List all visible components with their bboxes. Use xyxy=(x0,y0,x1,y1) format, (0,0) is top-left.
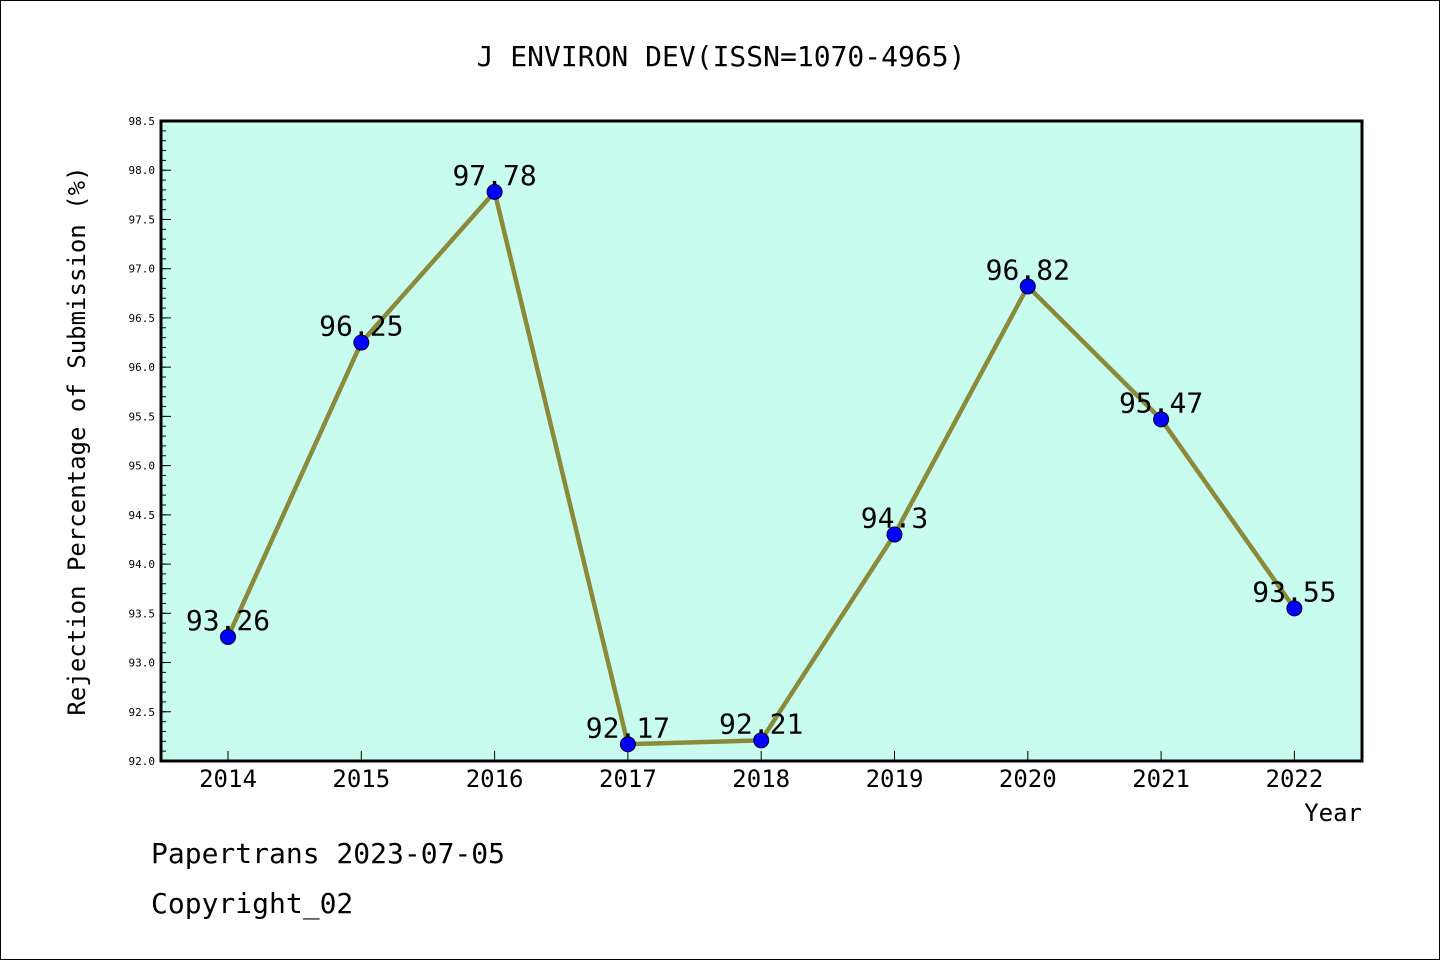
x-tick-label: 2022 xyxy=(1266,765,1324,793)
data-point xyxy=(220,628,236,645)
data-point xyxy=(886,526,903,543)
y-tick-label: 98.0 xyxy=(129,164,156,177)
y-tick-label: 93.0 xyxy=(129,657,156,670)
x-tick-label: 2020 xyxy=(999,765,1057,793)
x-tick-label: 2017 xyxy=(599,765,657,793)
y-tick-label: 97.0 xyxy=(129,263,156,276)
y-tick-label: 98.5 xyxy=(129,115,156,128)
footer-copyright: Copyright_02 xyxy=(151,887,354,920)
y-tick-label: 96.5 xyxy=(129,312,156,325)
x-tick-label: 2015 xyxy=(332,765,390,793)
y-tick-label: 94.0 xyxy=(129,558,156,571)
y-tick-label: 95.0 xyxy=(129,460,156,473)
data-label: 94.3 xyxy=(861,502,928,535)
data-point xyxy=(753,732,770,749)
y-tick-label: 94.5 xyxy=(129,509,156,522)
x-axis-label: Year xyxy=(1304,799,1362,827)
y-tick-label: 92.5 xyxy=(129,706,156,719)
y-axis-label: Rejection Percentage of Submission (%) xyxy=(63,166,91,715)
data-label: 92.17 xyxy=(586,711,670,744)
chart-title: J ENVIRON DEV(ISSN=1070-4965) xyxy=(476,40,966,73)
data-point xyxy=(486,183,503,200)
data-label: 96.82 xyxy=(986,253,1070,286)
y-tick-label: 93.5 xyxy=(129,607,156,620)
footer-date: Papertrans 2023-07-05 xyxy=(151,837,506,870)
data-point xyxy=(353,334,370,351)
data-point xyxy=(1286,600,1303,617)
data-point xyxy=(619,736,636,753)
data-point xyxy=(1019,278,1036,295)
x-tick-label: 2018 xyxy=(732,765,790,793)
y-tick-label: 96.0 xyxy=(129,361,156,374)
data-label: 93.55 xyxy=(1252,575,1336,608)
data-label: 93.26 xyxy=(186,604,270,637)
data-point xyxy=(1153,411,1170,428)
y-tick-label: 97.5 xyxy=(129,213,156,226)
y-tick-label: 95.5 xyxy=(129,410,156,423)
x-tick-label: 2021 xyxy=(1132,765,1190,793)
data-label: 95.47 xyxy=(1119,386,1203,419)
x-tick-label: 2019 xyxy=(866,765,924,793)
x-tick-label: 2016 xyxy=(466,765,524,793)
data-label: 96.25 xyxy=(319,310,403,343)
data-label: 92.21 xyxy=(719,707,803,740)
plot-area xyxy=(161,121,1362,761)
data-label: 97.78 xyxy=(452,159,536,192)
y-tick-label: 92.0 xyxy=(129,755,156,768)
x-tick-label: 2014 xyxy=(199,765,257,793)
